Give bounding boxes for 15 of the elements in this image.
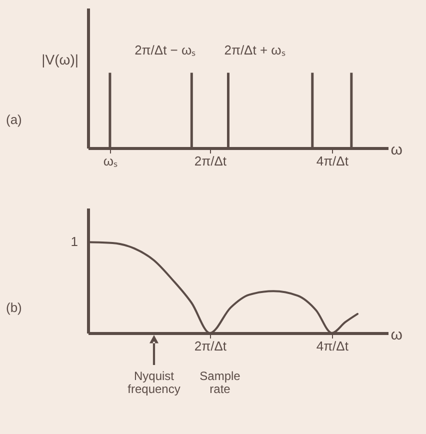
x-tick-label: 4π/Δt xyxy=(316,338,349,354)
y-axis-title: |V(ω)| xyxy=(42,51,78,68)
text: (a) xyxy=(6,112,22,127)
x-tick-label: 2π/Δt xyxy=(194,154,227,168)
annotation: 1 xyxy=(70,234,78,250)
annotation: 2π/Δt − ωₛ xyxy=(134,42,196,58)
x-tick-label: 2π/Δt xyxy=(194,338,227,354)
x-tick-label: 4π/Δt xyxy=(316,154,349,168)
x-axis-title: ω xyxy=(390,142,403,158)
x-axis-title: ω xyxy=(390,326,403,344)
text: (b) xyxy=(6,300,22,315)
x-tick-label: ωₛ xyxy=(103,154,118,168)
text: Sample rate xyxy=(200,369,241,396)
text: Nyquist frequency xyxy=(128,369,180,396)
annotation: 2π/Δt + ωₛ xyxy=(224,42,286,58)
